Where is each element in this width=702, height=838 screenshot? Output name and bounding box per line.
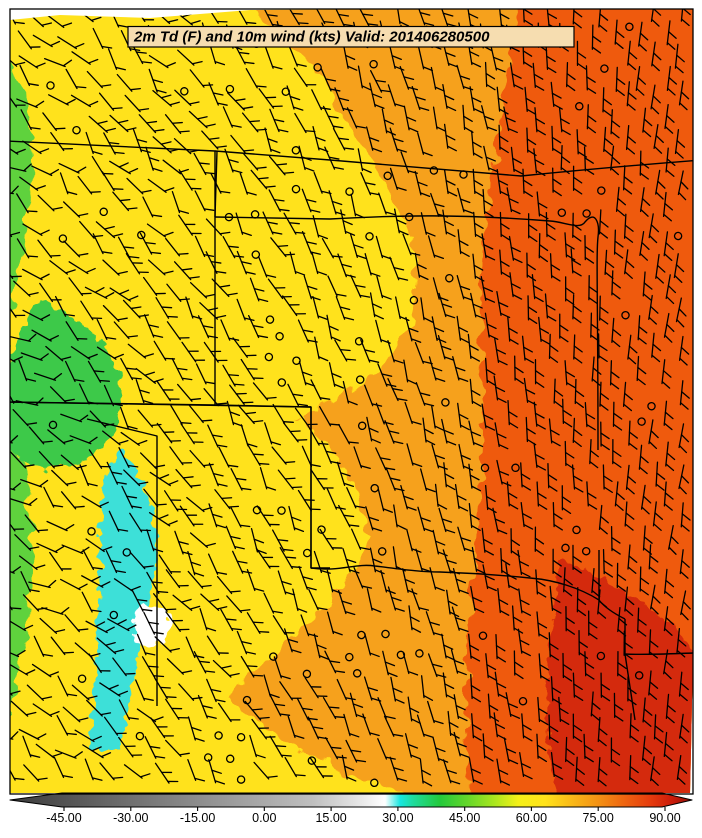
svg-text:90.00: 90.00 xyxy=(649,811,680,825)
svg-text:45.00: 45.00 xyxy=(449,811,480,825)
svg-text:30.00: 30.00 xyxy=(382,811,413,825)
svg-text:15.00: 15.00 xyxy=(315,811,346,825)
svg-text:60.00: 60.00 xyxy=(516,811,547,825)
svg-text:-30.00: -30.00 xyxy=(113,811,148,825)
svg-text:0.00: 0.00 xyxy=(252,811,276,825)
svg-text:-15.00: -15.00 xyxy=(180,811,215,825)
svg-text:-45.00: -45.00 xyxy=(46,811,81,825)
svg-text:75.00: 75.00 xyxy=(583,811,614,825)
svg-text:2m Td (F) and 10m wind (kts) V: 2m Td (F) and 10m wind (kts) Valid: 2014… xyxy=(133,29,490,46)
